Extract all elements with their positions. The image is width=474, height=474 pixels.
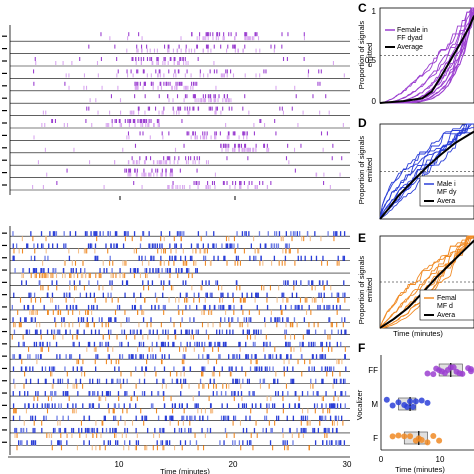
pE-average-line: [379, 239, 474, 329]
x-tick-20: 20: [229, 460, 238, 469]
panel-f: F Vocalizer FF M F 0 10 Time (minutes): [355, 341, 474, 474]
pD-individual-line: [379, 123, 474, 220]
f-point-F: [418, 436, 425, 443]
f-point-F: [407, 433, 414, 440]
f-point-M: [383, 396, 390, 403]
f-point-FF: [459, 370, 466, 377]
pC-individual-line: [379, 7, 474, 104]
x-axis-label: Time (minutes): [160, 467, 210, 474]
d-legend-label-1b: MF dy: [437, 189, 457, 196]
panel-d: D Proportion of signals emitted Male i M…: [357, 116, 474, 220]
f-point-F: [430, 432, 437, 439]
f-point-F: [424, 439, 431, 446]
f-point-F: [389, 433, 396, 440]
c-legend-label-1: Female in: [397, 27, 428, 34]
pD-individual-line: [379, 131, 474, 220]
panel-e: E Proportion of signals emitted Time (mi…: [357, 231, 474, 338]
f-point-FF: [424, 370, 431, 377]
f-point-M: [424, 399, 431, 406]
c-legend-label-2: Average: [397, 44, 423, 51]
panel-letter-d: D: [358, 116, 367, 130]
f-point-M: [395, 399, 402, 406]
pC-individual-line: [380, 8, 474, 104]
f-point-F: [395, 432, 402, 439]
f-point-FF: [450, 364, 457, 371]
c-ytick-05: 0.5: [365, 56, 377, 65]
panel-letter-c: C: [358, 1, 367, 15]
f-point-M: [418, 397, 425, 404]
pC-average-line: [379, 15, 474, 104]
f-point-F: [401, 433, 408, 440]
pD-average-line: [379, 130, 474, 220]
mf-raster-x-axis: 10 20 30 Time (minutes): [8, 456, 352, 474]
pE-individual-line: [379, 235, 474, 329]
e-ylabel-1: Proportion of signals: [357, 256, 366, 325]
f-point-FF: [468, 368, 474, 375]
f-point-FF: [430, 371, 437, 378]
f-point-F: [436, 437, 443, 444]
d-legend-label-1: Male i: [437, 181, 456, 188]
e-legend-label-2: Avera: [437, 312, 455, 319]
d-ylabel-1: Proportion of signals: [357, 136, 366, 205]
f-cat-ff: FF: [368, 366, 378, 375]
panel-letter-e: E: [358, 231, 366, 245]
f-cat-f: F: [373, 434, 378, 443]
e-legend: Femal MF d Avera: [419, 289, 474, 321]
d-legend-label-2: Avera: [437, 198, 455, 205]
c-legend: Female in FF dyad Average: [385, 27, 428, 51]
f-point-M: [407, 398, 414, 405]
mf-raster-panel: [2, 226, 350, 455]
f-xtick-10: 10: [436, 455, 445, 464]
d-ylabel-2: emitted: [365, 158, 374, 183]
e-ylabel-2: emitted: [365, 278, 374, 303]
c-legend-label-1b: FF dyad: [397, 35, 423, 42]
d-legend: Male i MF dy Avera: [419, 175, 474, 207]
f-point-M: [412, 398, 419, 405]
panel-letter-f: F: [358, 341, 365, 355]
e-xlabel: Time (minutes): [393, 329, 443, 338]
pE-individual-line: [379, 235, 474, 329]
panel-c: C Proportion of signals emitted 0.5 0 1 …: [357, 1, 474, 106]
f-point-M: [389, 402, 396, 409]
f-point-M: [409, 403, 416, 410]
f-point-M: [404, 403, 411, 410]
pD-individual-line: [379, 123, 474, 220]
c-ylabel-2: emitted: [365, 43, 374, 68]
pD-individual-line: [379, 123, 474, 220]
e-legend-label-1b: MF d: [437, 303, 453, 310]
c-ytick-1: 1: [372, 7, 377, 16]
c-ytick-0: 0: [372, 97, 377, 106]
f-xtick-0: 0: [379, 455, 384, 464]
f-cat-m: M: [371, 400, 378, 409]
e-legend-label-1: Femal: [437, 295, 457, 302]
c-ylabel-1: Proportion of signals: [357, 21, 366, 90]
pC-individual-line: [380, 7, 474, 104]
x-tick-30: 30: [343, 460, 352, 469]
ff-raster-panel: [2, 25, 350, 200]
x-tick-10: 10: [115, 460, 124, 469]
f-xlabel: Time (minutes): [395, 465, 445, 474]
f-ylabel: Vocalizer: [355, 389, 364, 420]
pD-individual-line: [379, 123, 474, 220]
